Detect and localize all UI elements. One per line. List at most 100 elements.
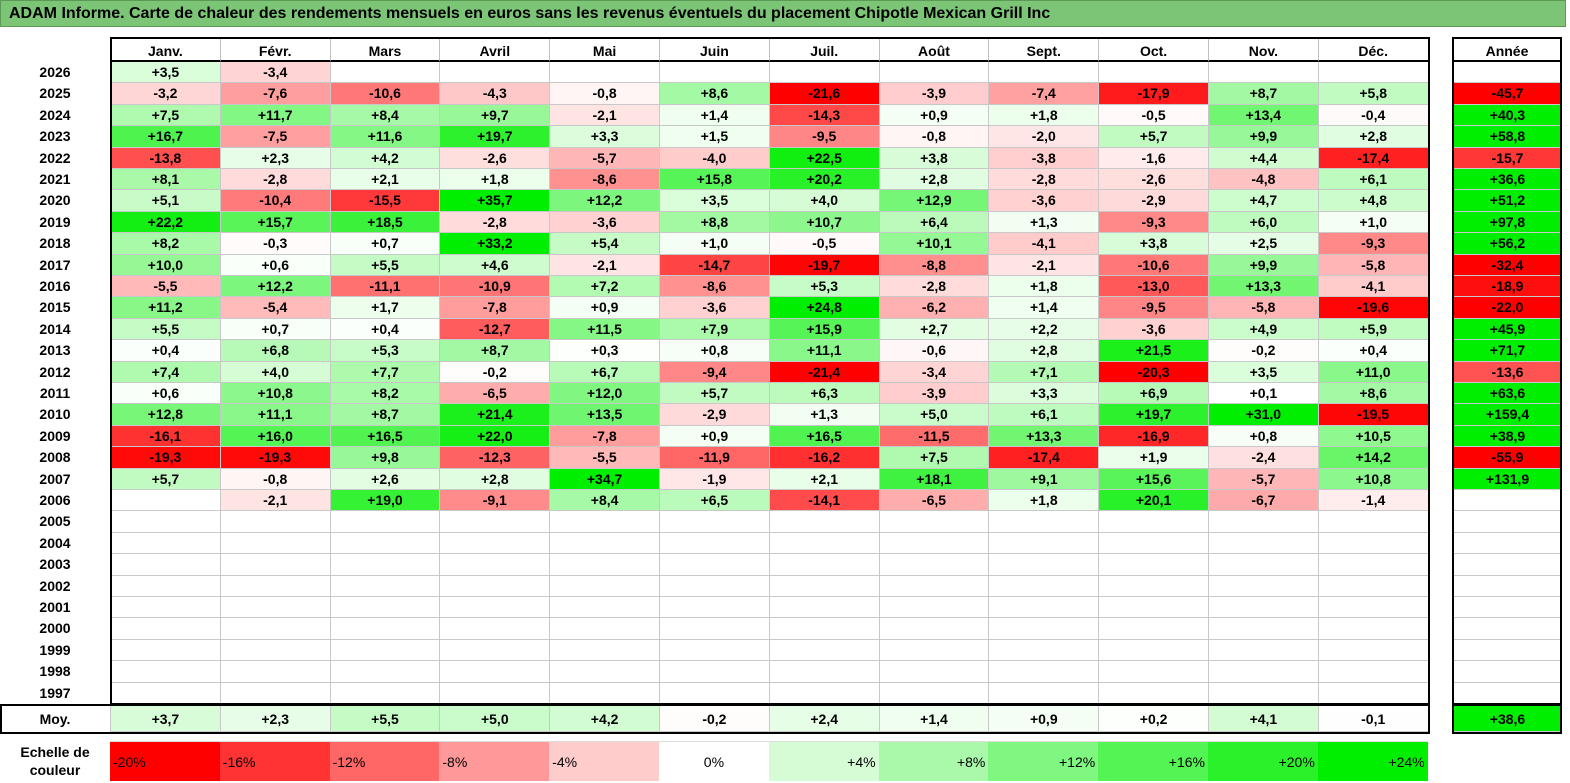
heatmap-cell [768,511,879,533]
heatmap-cell: -10,9 [439,276,550,298]
heatmap-cell: +0,7 [329,233,440,255]
annual-cell: -32,4 [1452,254,1562,276]
heatmap-cell [768,554,879,576]
year-label: 2005 [0,511,110,533]
heatmap-cell: -16,2 [768,447,879,469]
scale-swatch: +24% [1317,741,1428,781]
heatmap-cell: +1,9 [1098,447,1208,469]
heatmap-cell [1208,554,1318,576]
heatmap-cell: +20,1 [1098,490,1208,512]
heatmap-cell: -12,3 [439,447,550,469]
heatmap-cell [1208,661,1318,683]
month-header: Juil. [768,37,879,62]
heatmap-cell: +2,8 [439,468,550,490]
heatmap-cell: +13,3 [988,425,1099,448]
annual-cell [1452,511,1562,533]
heatmap-cell [988,618,1099,640]
heatmap-cell [659,511,769,533]
heatmap-cell: +12,2 [549,190,659,212]
heatmap-cell: -17,4 [1317,147,1428,169]
year-label: 2023 [0,126,110,148]
month-header: Déc. [1317,37,1428,62]
year-label: 2001 [0,597,110,619]
heatmap-cell [110,490,220,512]
annual-cell: -13,6 [1452,361,1562,383]
heatmap-cell [549,618,659,640]
heatmap-cell [659,597,769,619]
heatmap-cell: -5,8 [1317,254,1428,276]
heatmap-cell: -9,5 [768,126,879,148]
heatmap-cell: -1,4 [1317,490,1428,512]
heatmap-cell: +15,9 [768,318,879,341]
heatmap-cell: +1,4 [988,297,1099,319]
heatmap-cell [988,661,1099,683]
heatmap-cell [1317,661,1428,683]
heatmap-cell: -5,5 [549,447,659,469]
year-label: 2022 [0,147,110,169]
scale-swatch: +4% [768,741,879,781]
year-label: 1998 [0,661,110,683]
heatmap-cell: -0,4 [1317,104,1428,127]
heatmap-cell: -0,8 [549,83,659,105]
heatmap-cell [329,618,440,640]
heatmap-cell [439,554,550,576]
scale-swatch: -16% [219,741,330,781]
heatmap-cell [1208,511,1318,533]
heatmap-cell: -1,6 [1098,147,1208,169]
scale-swatch: +16% [1098,741,1208,781]
heatmap-cell: +8,7 [329,404,440,426]
heatmap-cell [110,511,220,533]
heatmap-cell [439,511,550,533]
year-label: 2017 [0,254,110,276]
heatmap-cell: -11,9 [659,447,769,469]
heatmap-cell: -2,8 [988,169,1099,191]
heatmap-cell: +2,7 [878,318,989,341]
heatmap-cell: +9,7 [439,104,550,127]
heatmap-cell [1208,682,1318,704]
year-label: 1997 [0,682,110,704]
heatmap-cell [1098,661,1208,683]
heatmap-cell: +12,2 [219,276,330,298]
heatmap-cell: -3,6 [988,190,1099,212]
heatmap-cell: +7,9 [659,318,769,341]
year-label: 1999 [0,639,110,662]
heatmap-cell [1317,597,1428,619]
heatmap-cell [439,62,550,84]
annual-cell [1452,490,1562,512]
year-label: 2020 [0,190,110,212]
heatmap-cell: -0,5 [1098,104,1208,127]
heatmap-cell [329,661,440,683]
heatmap-cell: +2,8 [1317,126,1428,148]
heatmap-cell [988,682,1099,704]
year-label: 2008 [0,447,110,469]
heatmap-cell [1098,554,1208,576]
heatmap-cell: +1,7 [329,297,440,319]
heatmap-cell: +5,7 [659,383,769,405]
heatmap-cell: +6,5 [659,490,769,512]
month-header: Avril [439,37,550,62]
heatmap-cell: +10,8 [1317,468,1428,490]
heatmap-cell: +5,8 [1317,83,1428,105]
heatmap-cell [329,682,440,704]
heatmap-cell: +6,7 [549,361,659,383]
heatmap-cell [219,532,330,555]
heatmap-cell [329,575,440,597]
heatmap-cell: +6,0 [1208,211,1318,234]
heatmap-cell: +4,9 [1208,318,1318,341]
heatmap-cell: +11,1 [219,404,330,426]
heatmap-cell [219,618,330,640]
heatmap-cell [329,532,440,555]
annual-cell: +97,8 [1452,211,1562,234]
year-label: 2015 [0,297,110,319]
average-cell: +5,0 [439,706,550,732]
heatmap-cell: +21,5 [1098,340,1208,362]
year-total-header: Année [1452,37,1562,62]
year-label: 2006 [0,490,110,512]
heatmap-cell: -5,7 [549,147,659,169]
heatmap-cell: -14,7 [659,254,769,276]
heatmap-cell: +2,2 [988,318,1099,341]
heatmap-cell: -3,9 [878,83,989,105]
heatmap-cell: +13,5 [549,404,659,426]
heatmap-cell: -5,7 [1208,468,1318,490]
heatmap-cell: +1,0 [1317,211,1428,234]
